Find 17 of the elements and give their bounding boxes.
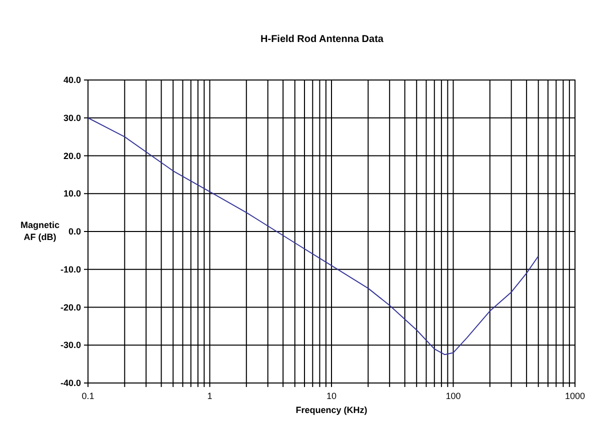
y-tick-label: -20.0: [60, 302, 81, 312]
y-tick-label: 30.0: [63, 112, 81, 123]
y-tick-label: 20.0: [63, 150, 81, 161]
x-tick-label: 100: [446, 391, 461, 401]
y-tick-label: -10.0: [60, 264, 81, 274]
x-tick-label: 0.1: [82, 391, 94, 401]
y-axis-title: Magnetic AF (dB): [20, 220, 60, 242]
y-tick-label: 0.0: [68, 226, 81, 236]
x-tick-label: 10: [326, 391, 337, 401]
y-tick-label: -30.0: [60, 340, 81, 350]
y-tick-label: 40.0: [63, 75, 81, 85]
y-tick-label: -40.0: [60, 378, 81, 388]
y-tick-label: 10.0: [63, 188, 81, 199]
x-axis-title: Frequency (KHz): [296, 405, 368, 415]
chart-title: H-Field Rod Antenna Data: [260, 34, 384, 45]
x-tick-label: 1: [207, 391, 212, 401]
x-tick-label: 1000: [564, 391, 586, 401]
